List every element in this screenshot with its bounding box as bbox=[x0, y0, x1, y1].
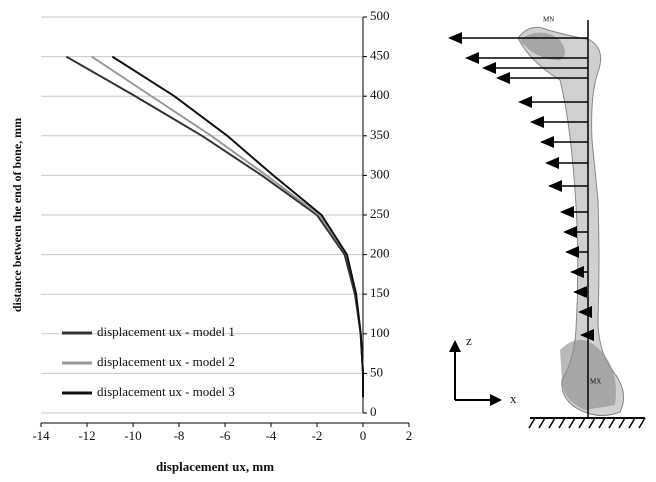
legend-label: displacement ux - model 2 bbox=[97, 354, 235, 369]
axis-label: z bbox=[466, 333, 472, 348]
x-tick-label: -10 bbox=[124, 428, 141, 443]
arrow-head bbox=[565, 246, 579, 258]
x-tick-label: -6 bbox=[220, 428, 231, 443]
x-tick-label: -12 bbox=[78, 428, 95, 443]
y-tick-label: 300 bbox=[370, 166, 390, 181]
x-tick-label: -14 bbox=[32, 428, 50, 443]
bone-shade bbox=[520, 32, 565, 60]
bone bbox=[517, 26, 625, 416]
legend-label: displacement ux - model 3 bbox=[97, 384, 235, 399]
arrow-head bbox=[482, 62, 496, 74]
x-tick-label: -8 bbox=[174, 428, 185, 443]
bone-diagram: MN MX z x bbox=[448, 16, 646, 429]
arrow-head bbox=[540, 136, 554, 148]
x-arrowhead bbox=[490, 394, 502, 406]
x-tick-label: -4 bbox=[266, 428, 277, 443]
y-tick-label: 250 bbox=[370, 206, 390, 221]
arrow-head bbox=[560, 206, 574, 218]
legend-label: displacement ux - model 1 bbox=[97, 324, 235, 339]
y-axis-title: distance between the end of bone, mm bbox=[10, 118, 24, 312]
series-line bbox=[111, 55, 364, 398]
x-tick-label: -2 bbox=[312, 428, 323, 443]
arrow-head bbox=[545, 157, 559, 169]
z-arrowhead bbox=[449, 340, 461, 352]
arrow-head bbox=[496, 72, 510, 84]
y-tick-label: 100 bbox=[370, 325, 390, 340]
x-tick-label: 2 bbox=[406, 428, 413, 443]
y-tick-label: 200 bbox=[370, 246, 390, 261]
x-tick-label: 0 bbox=[360, 428, 367, 443]
ground-hatch bbox=[528, 417, 646, 429]
y-tick-label: 500 bbox=[370, 8, 390, 23]
y-tick-label: 450 bbox=[370, 48, 390, 63]
y-tick-label: 0 bbox=[370, 404, 377, 419]
y-tick-label: 150 bbox=[370, 285, 390, 300]
marker-label: MN bbox=[543, 16, 554, 24]
arrow-head bbox=[530, 116, 544, 128]
load-arrows bbox=[448, 32, 594, 341]
series-line bbox=[91, 55, 364, 398]
axis-label: x bbox=[510, 391, 517, 406]
arrow-head bbox=[548, 180, 562, 192]
arrow-head bbox=[570, 266, 584, 278]
arrow-head bbox=[448, 32, 462, 44]
arrow-head bbox=[573, 286, 587, 298]
x-axis-title: displacement ux, mm bbox=[156, 459, 274, 474]
y-tick-label: 400 bbox=[370, 87, 390, 102]
y-tick-label: 350 bbox=[370, 127, 390, 142]
marker-label: MX bbox=[590, 378, 601, 386]
series-line bbox=[65, 55, 364, 398]
arrow-head bbox=[563, 226, 577, 238]
y-tick-label: 50 bbox=[370, 364, 383, 379]
arrow-head bbox=[580, 329, 594, 341]
arrow-head bbox=[578, 306, 592, 318]
arrow-head bbox=[518, 96, 532, 108]
arrow-head bbox=[465, 52, 479, 64]
